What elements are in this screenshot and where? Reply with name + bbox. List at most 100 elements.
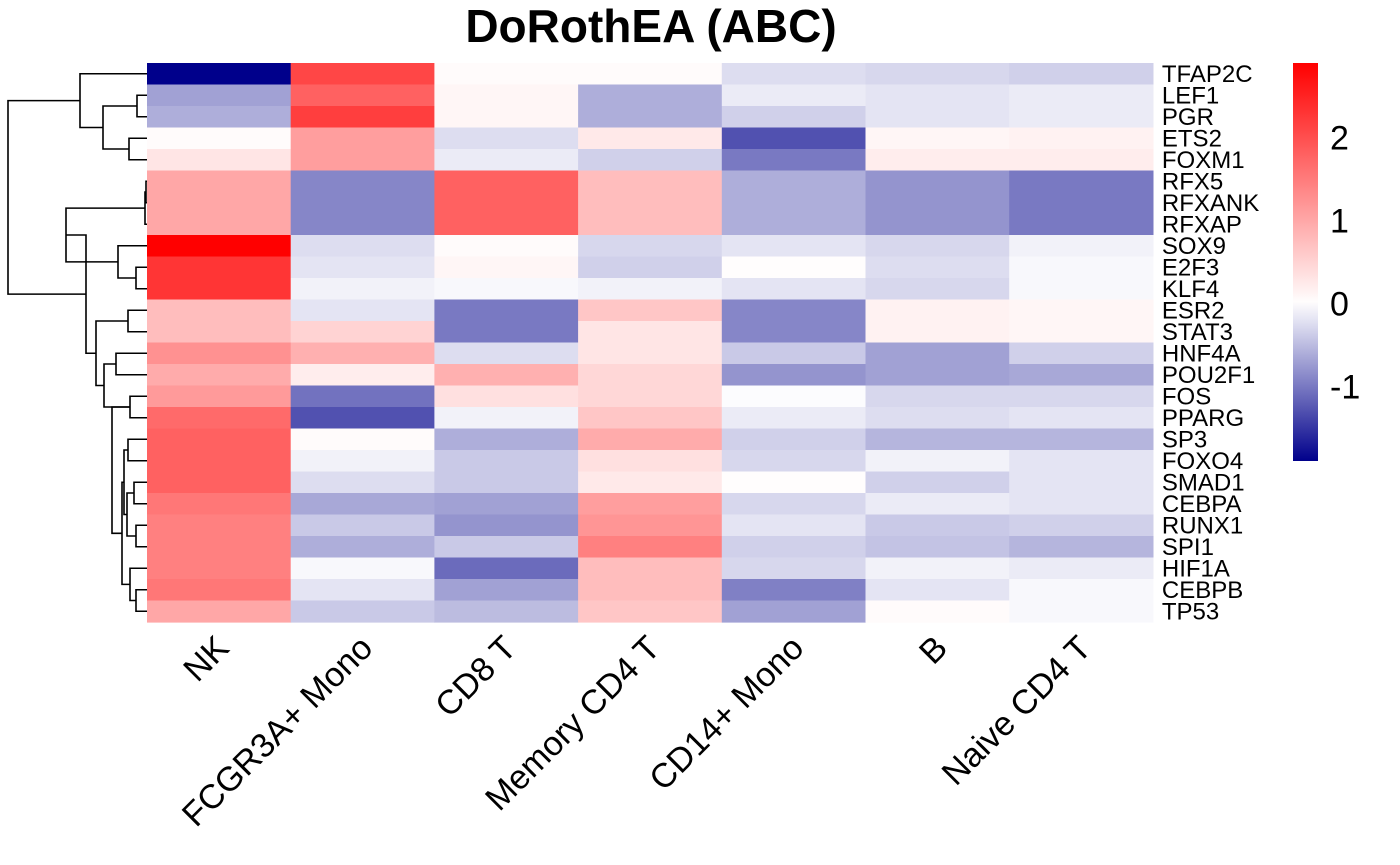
heatmap-cell-fos-3 (578, 385, 723, 408)
heatmap-cell-ets2-1 (290, 127, 435, 150)
heatmap-cell-cebpa-3 (578, 493, 723, 516)
row-label-pparg: PPARG (1162, 405, 1244, 432)
heatmap-cell-pparg-4 (721, 407, 867, 430)
heatmap-cell-pgr-4 (721, 106, 867, 129)
heatmap-cell-foxm1-2 (434, 149, 579, 172)
heatmap-cell-cebpb-0 (147, 579, 292, 602)
heatmap-cell-rfxank-2 (434, 192, 579, 215)
heatmap-cell-lef1-4 (721, 84, 867, 107)
heatmap-cell-sox9-5 (865, 235, 1010, 258)
heatmap-cell-lef1-6 (1009, 84, 1154, 107)
dendrogram-branch (7, 99, 86, 295)
dendrogram-branch (135, 266, 147, 290)
column-label-4: CD14+ Mono (642, 629, 811, 798)
row-label-hif1a: HIF1A (1162, 555, 1230, 582)
heatmap-cell-runx1-5 (865, 514, 1010, 537)
heatmap-cell-stat3-1 (290, 321, 435, 344)
heatmap-cell-cebpa-5 (865, 493, 1010, 516)
heatmap-cell-runx1-2 (434, 514, 579, 537)
heatmap-cell-sp3-4 (721, 428, 867, 451)
heatmap-cell-klf4-3 (578, 278, 723, 301)
heatmap-cell-hnf4a-2 (434, 342, 579, 365)
heatmap-cell-smad1-2 (434, 471, 579, 494)
dendrogram-branch (117, 244, 147, 279)
dendrogram-branch (128, 137, 147, 161)
heatmap-cell-klf4-5 (865, 278, 1010, 301)
chart-title: DoRothEA (ABC) (465, 0, 836, 52)
heatmap-cell-sp3-2 (434, 428, 579, 451)
heatmap-cell-lef1-2 (434, 84, 579, 107)
heatmap-cell-tp53-1 (290, 600, 435, 623)
heatmap-cell-foxo4-6 (1009, 450, 1154, 473)
heatmap-cell-cebpa-1 (290, 493, 435, 516)
heatmap-cell-smad1-5 (865, 471, 1010, 494)
row-label-runx1: RUNX1 (1162, 512, 1243, 539)
heatmap-cell-sp3-5 (865, 428, 1010, 451)
heatmap-cell-rfxap-5 (865, 213, 1010, 236)
heatmap-cell-sox9-4 (721, 235, 867, 258)
heatmap-cell-pgr-6 (1009, 106, 1154, 129)
dendrogram-branch (133, 481, 147, 505)
heatmap-cell-stat3-0 (147, 321, 292, 344)
row-label-fos: FOS (1162, 383, 1211, 410)
heatmap-cell-cebpb-2 (434, 579, 579, 602)
heatmap-cell-smad1-4 (721, 471, 867, 494)
heatmap-cell-sox9-1 (290, 235, 435, 258)
heatmap-cell-tfap2c-0 (147, 63, 292, 86)
heatmap-cell-pparg-5 (865, 407, 1010, 430)
heatmap-cells (147, 63, 1154, 623)
dendrogram-branch (102, 105, 137, 150)
heatmap-cell-pgr-1 (290, 106, 435, 129)
heatmap-cell-rfxap-6 (1009, 213, 1154, 236)
heatmap-cell-tp53-6 (1009, 600, 1154, 623)
heatmap-cell-hnf4a-5 (865, 342, 1010, 365)
heatmap-cell-spi1-3 (578, 536, 723, 559)
heatmap-cell-foxo4-0 (147, 450, 292, 473)
heatmap-cell-rfx5-0 (147, 170, 292, 193)
heatmap-cell-tfap2c-5 (865, 63, 1010, 86)
row-label-tp53: TP53 (1162, 598, 1219, 625)
heatmap-cell-foxo4-3 (578, 450, 723, 473)
heatmap-cell-stat3-2 (434, 321, 579, 344)
row-labels: TFAP2CLEF1PGRETS2FOXM1RFX5RFXANKRFXAPSOX… (1162, 61, 1259, 626)
heatmap-cell-ets2-6 (1009, 127, 1154, 150)
heatmap-cell-tfap2c-4 (721, 63, 867, 86)
heatmap-cell-pou2f1-0 (147, 364, 292, 387)
heatmap-cell-sox9-3 (578, 235, 723, 258)
heatmap-cell-hif1a-6 (1009, 557, 1154, 580)
dendrogram-branch (115, 352, 147, 376)
heatmap-cell-rfxap-2 (434, 213, 579, 236)
heatmap-cell-tp53-5 (865, 600, 1010, 623)
heatmap-cell-cebpa-6 (1009, 493, 1154, 516)
heatmap-cell-ets2-3 (578, 127, 723, 150)
heatmap-cell-tfap2c-2 (434, 63, 579, 86)
heatmap-cell-e2f3-0 (147, 256, 292, 279)
row-label-stat3: STAT3 (1162, 319, 1233, 346)
heatmap-cell-pou2f1-5 (865, 364, 1010, 387)
heatmap-cell-rfxap-4 (721, 213, 867, 236)
heatmap-cell-rfxap-3 (578, 213, 723, 236)
heatmap-cell-stat3-6 (1009, 321, 1154, 344)
heatmap-cell-cebpb-4 (721, 579, 867, 602)
heatmap-cell-stat3-5 (865, 321, 1010, 344)
heatmap-cell-smad1-6 (1009, 471, 1154, 494)
heatmap-cell-rfx5-3 (578, 170, 723, 193)
row-label-e2f3: E2F3 (1162, 254, 1219, 281)
heatmap-cell-pou2f1-1 (290, 364, 435, 387)
heatmap-cell-hif1a-3 (578, 557, 723, 580)
heatmap-cell-cebpb-5 (865, 579, 1010, 602)
legend-color-bar (1293, 63, 1318, 461)
heatmap-cell-foxm1-1 (290, 149, 435, 172)
heatmap-cell-hif1a-0 (147, 557, 292, 580)
heatmap-cell-sp3-1 (290, 428, 435, 451)
legend-tick-label: 0 (1330, 285, 1349, 323)
row-label-cebpb: CEBPB (1162, 577, 1243, 604)
heatmap-cell-smad1-0 (147, 471, 292, 494)
heatmap-cell-foxm1-5 (865, 149, 1010, 172)
heatmap-cell-klf4-4 (721, 278, 867, 301)
dendrogram-branch (129, 395, 147, 419)
dendrogram-branch (127, 309, 147, 333)
heatmap-cell-fos-0 (147, 385, 292, 408)
heatmap-cell-fos-6 (1009, 385, 1154, 408)
